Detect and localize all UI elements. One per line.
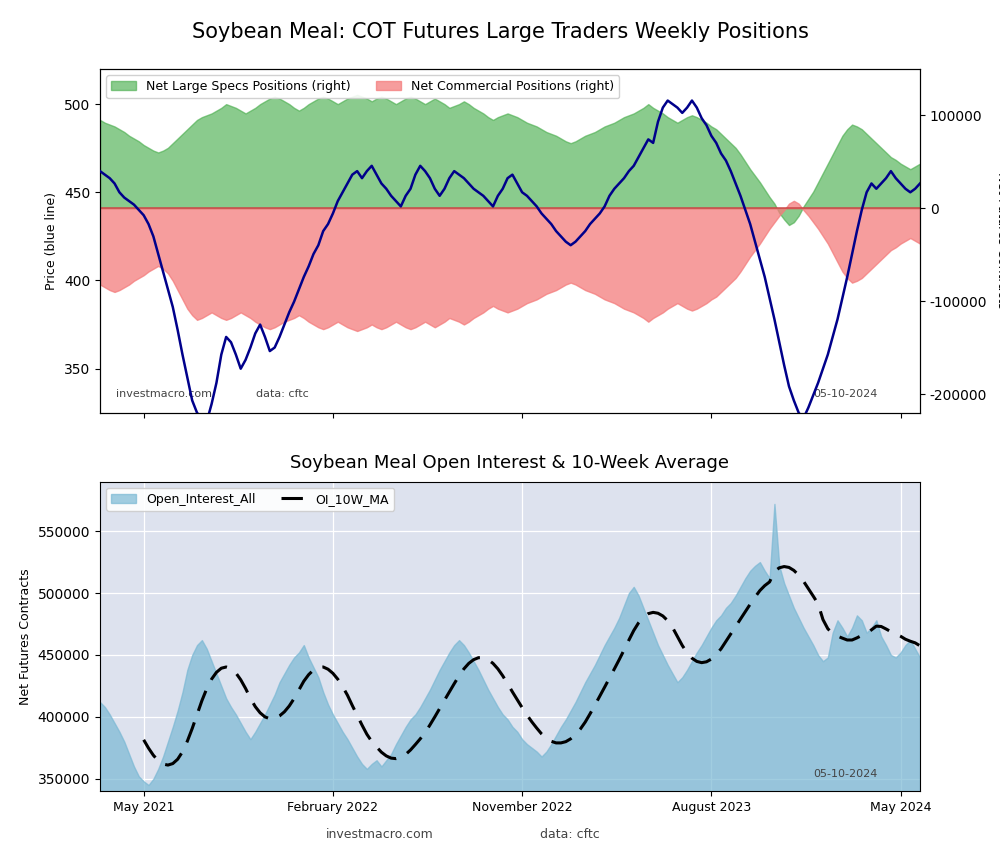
Text: data: cftc: data: cftc [540,828,600,841]
Y-axis label: Net Futures Contracts: Net Futures Contracts [19,568,32,704]
Title: Soybean Meal Open Interest & 10-Week Average: Soybean Meal Open Interest & 10-Week Ave… [290,454,730,472]
Y-axis label: Price (blue line): Price (blue line) [45,192,58,290]
OI_10W_MA [400,749,412,759]
OI_10W_MA [914,641,926,651]
Text: Soybean Meal: COT Futures Large Traders Weekly Positions: Soybean Meal: COT Futures Large Traders … [192,22,808,41]
OI_10W_MA [827,629,839,639]
Legend: Net Large Specs Positions (right), Net Commercial Positions (right): Net Large Specs Positions (right), Net C… [106,75,619,98]
OI_10W_MA [487,658,499,668]
Text: investmacro.com: investmacro.com [116,389,212,399]
OI_10W_MA [492,664,504,674]
Text: data: cftc: data: cftc [256,389,309,399]
Text: 05-10-2024: 05-10-2024 [813,389,878,399]
Line: OI_10W_MA: OI_10W_MA [144,567,920,765]
OI_10W_MA [210,667,222,678]
Legend: Open_Interest_All, OI_10W_MA: Open_Interest_All, OI_10W_MA [106,488,394,511]
OI_10W_MA [526,716,538,727]
Y-axis label: Net Futures Contracts: Net Futures Contracts [995,173,1000,309]
Text: investmacro.com: investmacro.com [326,828,434,841]
Text: 05-10-2024: 05-10-2024 [813,769,878,779]
